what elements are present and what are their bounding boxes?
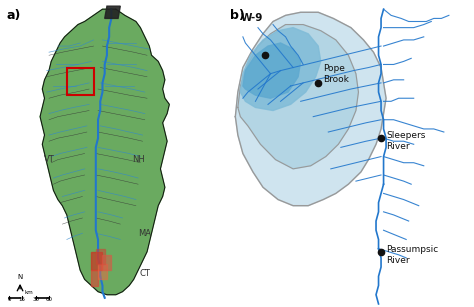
Text: CT: CT [139, 269, 150, 278]
Text: 60: 60 [46, 297, 53, 302]
Text: NH: NH [132, 155, 145, 164]
Text: 15: 15 [19, 297, 26, 302]
Polygon shape [235, 12, 386, 206]
Text: N: N [18, 274, 23, 280]
Text: Sleepers
River: Sleepers River [386, 131, 426, 151]
Polygon shape [243, 43, 301, 98]
Text: 30: 30 [32, 297, 39, 302]
Text: 0: 0 [7, 297, 10, 302]
Bar [67, 68, 93, 95]
Text: MA: MA [138, 229, 151, 238]
Text: VT: VT [44, 155, 55, 164]
Polygon shape [91, 270, 98, 286]
Text: Pope
Brook: Pope Brook [323, 64, 349, 84]
Polygon shape [96, 249, 105, 264]
Polygon shape [238, 25, 358, 169]
Text: Passumpsic
River: Passumpsic River [386, 245, 438, 265]
Polygon shape [40, 9, 169, 295]
Text: a): a) [7, 9, 21, 22]
Text: km: km [25, 290, 33, 295]
Polygon shape [102, 255, 111, 270]
Text: W-9: W-9 [240, 14, 263, 23]
Polygon shape [240, 28, 321, 111]
Polygon shape [91, 252, 102, 270]
Polygon shape [98, 264, 107, 279]
Polygon shape [105, 6, 120, 18]
Text: b): b) [230, 9, 245, 22]
